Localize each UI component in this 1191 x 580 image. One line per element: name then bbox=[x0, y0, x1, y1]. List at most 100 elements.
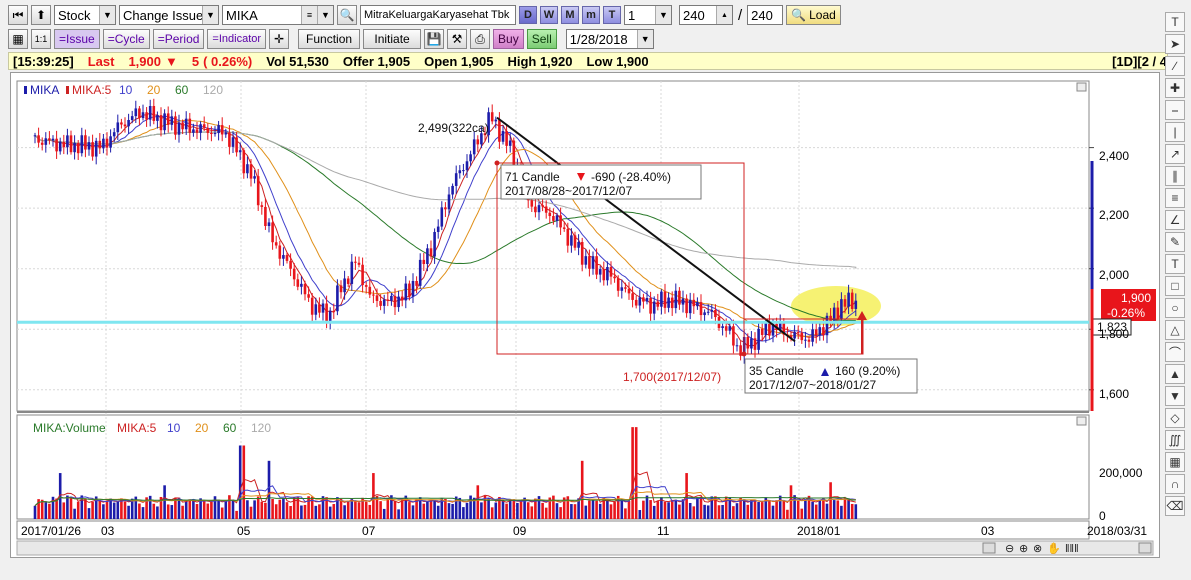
candle-body bbox=[728, 326, 732, 331]
cycle-lines-icon[interactable]: ∭ bbox=[1165, 430, 1185, 450]
zoom-fit-icon[interactable]: ⊗ bbox=[1033, 543, 1042, 555]
channel-icon[interactable]: ∥ bbox=[1165, 166, 1185, 186]
period-button-t[interactable]: T bbox=[603, 6, 621, 24]
candle-body bbox=[112, 132, 116, 137]
tools-icon[interactable]: ⚒ bbox=[447, 29, 468, 49]
candle-body bbox=[588, 256, 591, 269]
indicator-button[interactable]: =Indicator bbox=[207, 29, 267, 49]
candle-body bbox=[242, 150, 246, 174]
pencil-icon[interactable]: ✎ bbox=[1165, 232, 1185, 252]
volume-bar bbox=[350, 499, 354, 519]
buy-button[interactable]: Buy bbox=[493, 29, 524, 49]
candle-body bbox=[724, 326, 728, 331]
toolbar-top: ⏮ ⬆ Stock ▼ Change Issue ▼ MIKA ≡ ▼ 🔍 MitraK… bbox=[0, 2, 1160, 28]
volume-bar bbox=[393, 501, 397, 519]
down-triangle-icon[interactable]: ▼ bbox=[1165, 386, 1185, 406]
period-button-m[interactable]: M bbox=[561, 6, 579, 24]
up-triangle-icon[interactable]: ▲ bbox=[1165, 364, 1185, 384]
load-button[interactable]: 🔍 Load bbox=[786, 5, 841, 25]
initiate-button[interactable]: Initiate bbox=[363, 29, 422, 49]
fibonacci-icon[interactable]: ≡ bbox=[1165, 188, 1185, 208]
period-button[interactable]: =Period bbox=[152, 29, 205, 49]
candle-body bbox=[91, 142, 94, 157]
ray-icon[interactable]: ↗ bbox=[1165, 144, 1185, 164]
quote-time: [15:39:25] bbox=[13, 53, 74, 69]
period-button-w[interactable]: W bbox=[540, 6, 558, 24]
chevron-down-icon: ▼ bbox=[99, 6, 115, 24]
list-icon[interactable]: ≡ bbox=[301, 6, 317, 24]
scroll-slider-icon[interactable]: ‖‖‖ bbox=[1065, 543, 1079, 555]
volume-bar bbox=[616, 495, 620, 519]
panel-close-icon[interactable] bbox=[1076, 416, 1087, 426]
candle-body bbox=[422, 259, 426, 265]
print-icon[interactable]: ⎙ bbox=[470, 29, 491, 49]
candle-body bbox=[375, 295, 379, 301]
circle-icon[interactable]: ○ bbox=[1165, 298, 1185, 318]
cross-line-icon[interactable]: ✚ bbox=[1165, 78, 1185, 98]
horizontal-scrollbar[interactable] bbox=[16, 540, 1154, 556]
cycle-button[interactable]: =Cycle bbox=[102, 29, 150, 49]
panel-close-icon[interactable] bbox=[1076, 82, 1087, 92]
price-chart[interactable]: 71 Candle -690 (-28.40%)2017/08/28~2017/1… bbox=[11, 73, 1159, 557]
eraser-icon[interactable]: ⌫ bbox=[1165, 496, 1185, 516]
first-icon[interactable]: ⏮ bbox=[8, 5, 28, 25]
magnet-icon[interactable]: ∩ bbox=[1165, 474, 1185, 494]
symbol-input[interactable]: MIKA ≡ ▼ bbox=[222, 5, 334, 25]
trendline-icon[interactable]: ∕ bbox=[1165, 56, 1185, 76]
candle-body bbox=[408, 283, 411, 297]
measure-box-1 bbox=[496, 162, 745, 355]
scroll-left-icon[interactable] bbox=[982, 542, 996, 554]
volume-bar bbox=[354, 501, 357, 519]
fan-icon[interactable]: ∠ bbox=[1165, 210, 1185, 230]
search-icon[interactable]: 🔍 bbox=[337, 5, 357, 25]
text-tool-icon[interactable]: T bbox=[1165, 12, 1185, 32]
count-stepper[interactable]: 240 ▲ bbox=[679, 5, 733, 25]
scroll-right-icon[interactable] bbox=[1138, 542, 1152, 554]
rectangle-icon[interactable]: □ bbox=[1165, 276, 1185, 296]
diamond-icon[interactable]: ◇ bbox=[1165, 408, 1185, 428]
grid-icon[interactable]: ▦ bbox=[8, 29, 28, 49]
grid-tool-icon[interactable]: ▦ bbox=[1165, 452, 1185, 472]
volume-bar bbox=[757, 502, 760, 519]
chart-area[interactable]: 71 Candle -690 (-28.40%) 2017/08/28~2017/1… bbox=[10, 72, 1160, 558]
volume-bar bbox=[228, 495, 231, 519]
save-icon[interactable]: 💾 bbox=[424, 29, 445, 49]
vline-icon[interactable]: | bbox=[1165, 122, 1185, 142]
volume-bar bbox=[84, 498, 87, 519]
hline-icon[interactable]: ⎯ bbox=[1165, 100, 1185, 120]
sell-button[interactable]: Sell bbox=[526, 29, 557, 49]
issue-button[interactable]: =Issue bbox=[54, 29, 100, 49]
period-count-select[interactable]: 1 ▼ bbox=[624, 5, 672, 25]
candle-body bbox=[278, 245, 282, 259]
volume-bar bbox=[336, 497, 339, 519]
volume-bar bbox=[260, 501, 264, 519]
period-button-d[interactable]: D bbox=[519, 6, 537, 24]
up-arrow-icon[interactable]: ⬆ bbox=[31, 5, 51, 25]
period-button-min[interactable]: m bbox=[582, 6, 600, 24]
volume-tick: 200,000 bbox=[1099, 466, 1143, 480]
spinner-icon[interactable]: ▲ bbox=[716, 6, 732, 24]
cursor-icon[interactable]: ➤ bbox=[1165, 34, 1185, 54]
volume-bar bbox=[710, 496, 714, 519]
pan-hand-icon[interactable]: ✋ bbox=[1047, 542, 1061, 555]
label-icon[interactable]: T bbox=[1165, 254, 1185, 274]
candle-body bbox=[73, 143, 76, 153]
change-issue-select[interactable]: Change Issue ▼ bbox=[119, 5, 219, 25]
candle-body bbox=[634, 299, 638, 306]
zoom-out-icon[interactable]: ⊖ bbox=[1005, 543, 1014, 555]
volume-bar bbox=[379, 501, 382, 519]
volume-bar bbox=[660, 497, 663, 519]
peak-label: 2,499(322ca) bbox=[418, 121, 489, 135]
triangle-icon[interactable]: △ bbox=[1165, 320, 1185, 340]
function-button[interactable]: Function bbox=[298, 29, 361, 49]
candle-body bbox=[768, 322, 771, 336]
zoom-in-icon[interactable]: ⊕ bbox=[1019, 543, 1028, 555]
date-select[interactable]: 1/28/2018 ▼ bbox=[565, 29, 654, 49]
crosshair-icon[interactable]: ✛ bbox=[269, 29, 290, 49]
candle-body bbox=[192, 129, 195, 133]
type-select[interactable]: Stock ▼ bbox=[54, 5, 116, 25]
arc-icon[interactable]: ⌒ bbox=[1165, 342, 1185, 362]
one-to-one-icon[interactable]: 1:1 bbox=[31, 29, 51, 49]
candle-body bbox=[37, 135, 40, 143]
volume-bar bbox=[418, 497, 422, 519]
